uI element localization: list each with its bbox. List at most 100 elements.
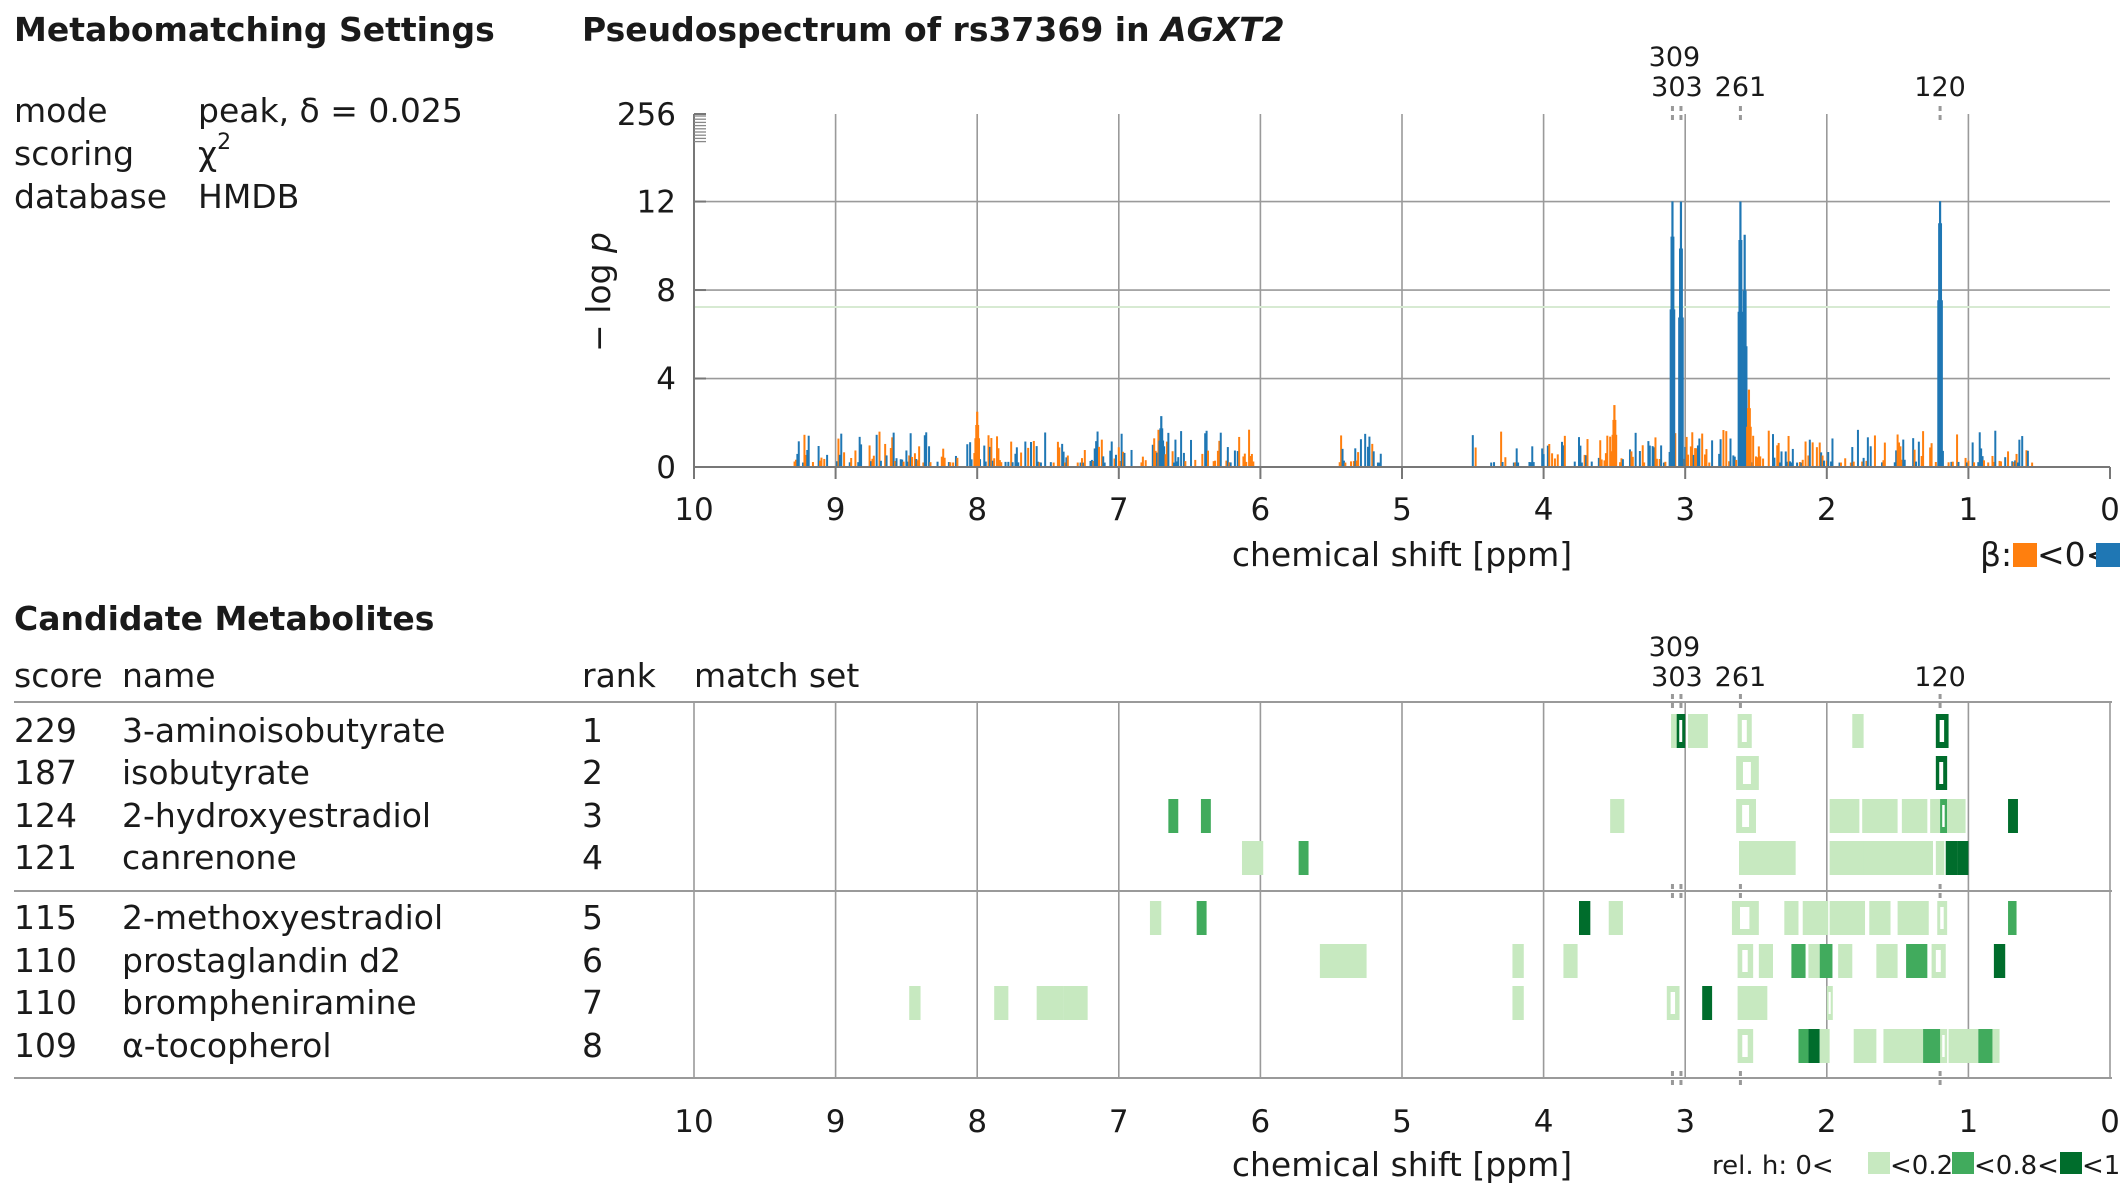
match-box <box>1876 944 1898 978</box>
match-x-tick-label: 1 <box>1959 1104 1979 1140</box>
scoring-superscript: 2 <box>217 130 231 155</box>
match-box <box>1241 841 1264 875</box>
spectrum-y-tick-label: 4 <box>656 362 676 398</box>
spectrum-y-tick-label: 0 <box>656 450 676 486</box>
settings-key-database: database <box>14 177 167 216</box>
match-x-tick-label: 3 <box>1675 1104 1695 1140</box>
candidate-name: α-tocopherol <box>122 1026 332 1065</box>
match-box <box>1930 799 1941 833</box>
match-box <box>1149 901 1162 935</box>
relh-swatch-low <box>1868 1152 1890 1174</box>
match-box <box>1784 901 1799 935</box>
match-box <box>1563 944 1578 978</box>
match-box <box>1671 714 1680 748</box>
match-x-tick-label: 8 <box>967 1104 987 1140</box>
match-x-tick-label: 5 <box>1392 1104 1412 1140</box>
match-box <box>1945 841 1958 875</box>
match-box <box>1829 901 1866 935</box>
ylabel-variable: p <box>579 232 618 254</box>
match-box <box>1906 944 1928 978</box>
match-box-hollow <box>1739 907 1750 929</box>
match-box-hollow <box>1679 720 1683 742</box>
match-box <box>1897 901 1929 935</box>
candidate-name: 2-methoxyestradiol <box>122 898 443 937</box>
spectrum-peak-marker-label: 261 <box>1715 72 1767 103</box>
match-box-hollow <box>1828 992 1831 1014</box>
match-box <box>1923 1029 1942 1063</box>
match-box <box>2008 799 2018 833</box>
match-box <box>1948 1029 1979 1063</box>
match-box <box>1737 986 1768 1020</box>
candidate-score: 187 <box>14 753 77 792</box>
relh-legend-l2: <0.8< <box>1974 1151 2059 1181</box>
ylabel-prefix: − log <box>579 253 618 352</box>
match-box-hollow <box>1942 805 1945 827</box>
match-box <box>1862 799 1898 833</box>
candidate-score: 115 <box>14 898 77 937</box>
match-box <box>1798 1029 1809 1063</box>
match-x-tick-label: 2 <box>1817 1104 1837 1140</box>
match-peak-marker-label: 309 <box>1649 632 1701 663</box>
candidate-score: 110 <box>14 983 77 1022</box>
match-xlabel: chemical shift [ppm] <box>1232 1145 1572 1184</box>
match-box <box>1063 986 1088 1020</box>
spectrum-x-tick-label: 7 <box>1109 492 1129 528</box>
match-x-tick-label: 7 <box>1109 1104 1129 1140</box>
candidate-rank: 4 <box>582 838 603 877</box>
match-box-hollow <box>1741 720 1747 742</box>
match-x-tick-label: 10 <box>674 1104 713 1140</box>
beta-legend-label: β: <box>1980 535 2012 574</box>
match-box <box>1808 1029 1820 1063</box>
match-box <box>1819 944 1833 978</box>
spectrum-x-tick-label: 8 <box>967 492 987 528</box>
match-x-tick-label: 4 <box>1534 1104 1554 1140</box>
beta-legend: β: <0< <box>1980 535 2120 574</box>
scoring-symbol: χ <box>198 134 217 173</box>
match-box-hollow <box>1670 992 1676 1014</box>
match-box <box>909 986 921 1020</box>
match-box-hollow <box>1742 762 1751 784</box>
match-peak-marker-label: 261 <box>1715 662 1767 693</box>
match-box <box>1978 1029 1993 1063</box>
spectrum-grid <box>694 114 2110 467</box>
match-peak-marker-label: 303 <box>1651 662 1703 693</box>
match-box <box>1802 901 1829 935</box>
match-box-hollow <box>1939 762 1944 784</box>
spectrum-x-tick-label: 1 <box>1959 492 1979 528</box>
candidate-rank: 2 <box>582 753 603 792</box>
relh-swatch-high <box>2060 1152 2082 1174</box>
candidate-name: 3-aminoisobutyrate <box>122 711 445 750</box>
match-xaxis-ticks: 10 9 8 7 6 5 4 3 2 1 0 <box>674 1104 2120 1140</box>
candidate-name: isobutyrate <box>122 753 310 792</box>
beta-positive-swatch <box>2096 543 2120 567</box>
beta-negative-swatch <box>2013 543 2037 567</box>
candidate-rank: 8 <box>582 1026 603 1065</box>
match-box <box>1863 841 1933 875</box>
spectrum-x-tick-label: 10 <box>674 492 713 528</box>
relh-legend-l3: <1 <box>2082 1151 2120 1181</box>
match-box-hollow <box>1742 950 1748 972</box>
settings-title: Metabomatching Settings <box>14 10 495 49</box>
settings-key-scoring: scoring <box>14 134 134 173</box>
candidate-rank: 6 <box>582 941 603 980</box>
match-box <box>1168 799 1179 833</box>
match-box <box>1608 901 1623 935</box>
match-box <box>1993 944 2006 978</box>
spectrum-peak-marker-label: 303 <box>1651 72 1703 103</box>
spectrum-xlabel: chemical shift [ppm] <box>1232 535 1572 574</box>
header-rank: rank <box>582 656 657 695</box>
match-box <box>1992 1029 2000 1063</box>
candidate-score: 229 <box>14 711 77 750</box>
candidate-name: brompheniramine <box>122 983 417 1022</box>
spectrum-y-tick-label: 12 <box>637 185 676 221</box>
match-box <box>1819 1029 1830 1063</box>
spectrum-title-prefix: Pseudospectrum of rs37369 in <box>582 10 1161 49</box>
spectrum-x-tick-label: 4 <box>1534 492 1554 528</box>
spectrum-peak-marker-label: 309 <box>1649 42 1701 73</box>
match-box <box>1579 901 1591 935</box>
candidates-title: Candidate Metabolites <box>14 599 434 638</box>
candidate-rank: 5 <box>582 898 603 937</box>
